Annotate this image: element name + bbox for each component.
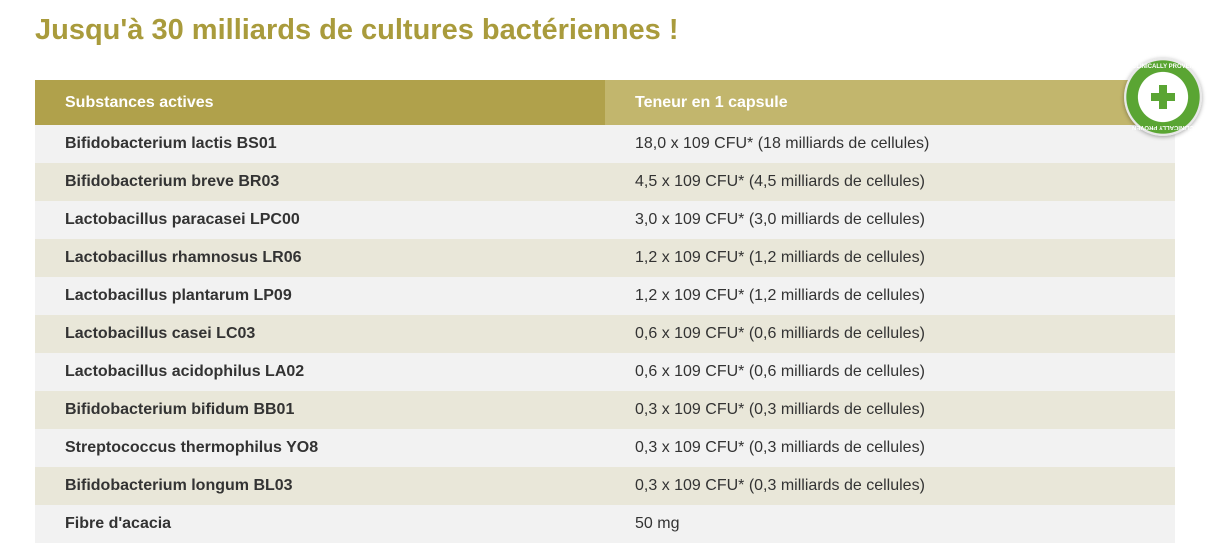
substance-amount: 1,2 x 109 CFU* (1,2 milliards de cellule… bbox=[605, 239, 1175, 277]
table-header: Substances actives Teneur en 1 capsule bbox=[35, 80, 1175, 125]
substance-name: Bifidobacterium lactis BS01 bbox=[35, 125, 605, 163]
table-row: Fibre d'acacia 50 mg bbox=[35, 505, 1175, 543]
substance-name: Bifidobacterium bifidum BB01 bbox=[35, 391, 605, 429]
substance-name: Streptococcus thermophilus YO8 bbox=[35, 429, 605, 467]
table-row: Lactobacillus rhamnosus LR06 1,2 x 109 CF… bbox=[35, 239, 1175, 277]
badge-text-top: CLINICALLY PROVEN bbox=[1131, 64, 1194, 70]
substance-name: Lactobacillus acidophilus LA02 bbox=[35, 353, 605, 391]
substance-amount: 3,0 x 109 CFU* (3,0 milliards de cellule… bbox=[605, 201, 1175, 239]
substance-amount: 0,3 x 109 CFU* (0,3 milliards de cellule… bbox=[605, 467, 1175, 505]
badge-text-bottom: CLINICALLY PROVEN bbox=[1132, 124, 1195, 130]
substance-amount: 0,6 x 109 CFU* (0,6 milliards de cellule… bbox=[605, 353, 1175, 391]
table-row: Bifidobacterium longum BL03 0,3 x 109 CFU… bbox=[35, 467, 1175, 505]
substance-amount: 0,3 x 109 CFU* (0,3 milliards de cellule… bbox=[605, 429, 1175, 467]
ingredients-table: Substances actives Teneur en 1 capsule B… bbox=[35, 80, 1175, 543]
table-row: Bifidobacterium lactis BS01 18,0 x 109 CF… bbox=[35, 125, 1175, 163]
substance-name: Bifidobacterium longum BL03 bbox=[35, 467, 605, 505]
substance-amount: 0,3 x 109 CFU* (0,3 milliards de cellule… bbox=[605, 391, 1175, 429]
header-substances: Substances actives bbox=[35, 80, 605, 125]
substance-name: Lactobacillus rhamnosus LR06 bbox=[35, 239, 605, 277]
substance-name: Lactobacillus plantarum LP09 bbox=[35, 277, 605, 315]
table-row: Lactobacillus paracasei LPC00 3,0 x 109 C… bbox=[35, 201, 1175, 239]
substance-name: Lactobacillus paracasei LPC00 bbox=[35, 201, 605, 239]
table-row: Bifidobacterium breve BR03 4,5 x 109 CFU*… bbox=[35, 163, 1175, 201]
page-title: Jusqu'à 30 milliards de cultures bactéri… bbox=[35, 14, 679, 46]
substance-amount: 50 mg bbox=[605, 505, 1175, 543]
substance-amount: 4,5 x 109 CFU* (4,5 milliards de cellule… bbox=[605, 163, 1175, 201]
table-row: Lactobacillus acidophilus LA02 0,6 x 109 … bbox=[35, 353, 1175, 391]
table-row: Bifidobacterium bifidum BB01 0,3 x 109 CF… bbox=[35, 391, 1175, 429]
table-row: Streptococcus thermophilus YO8 0,3 x 109 … bbox=[35, 429, 1175, 467]
clinically-proven-badge: CLINICALLY PROVEN CLINICALLY PROVEN bbox=[1124, 58, 1202, 136]
substance-name: Bifidobacterium breve BR03 bbox=[35, 163, 605, 201]
substance-name: Lactobacillus casei LC03 bbox=[35, 315, 605, 353]
table-row: Lactobacillus plantarum LP09 1,2 x 109 CF… bbox=[35, 277, 1175, 315]
substance-name: Fibre d'acacia bbox=[35, 505, 605, 543]
header-teneur: Teneur en 1 capsule bbox=[605, 80, 1175, 125]
plus-icon bbox=[1151, 85, 1175, 109]
table-row: Lactobacillus casei LC03 0,6 x 109 CFU* (… bbox=[35, 315, 1175, 353]
substance-amount: 1,2 x 109 CFU* (1,2 milliards de cellule… bbox=[605, 277, 1175, 315]
substance-amount: 18,0 x 109 CFU* (18 milliards de cellule… bbox=[605, 125, 1175, 163]
substance-amount: 0,6 x 109 CFU* (0,6 milliards de cellule… bbox=[605, 315, 1175, 353]
